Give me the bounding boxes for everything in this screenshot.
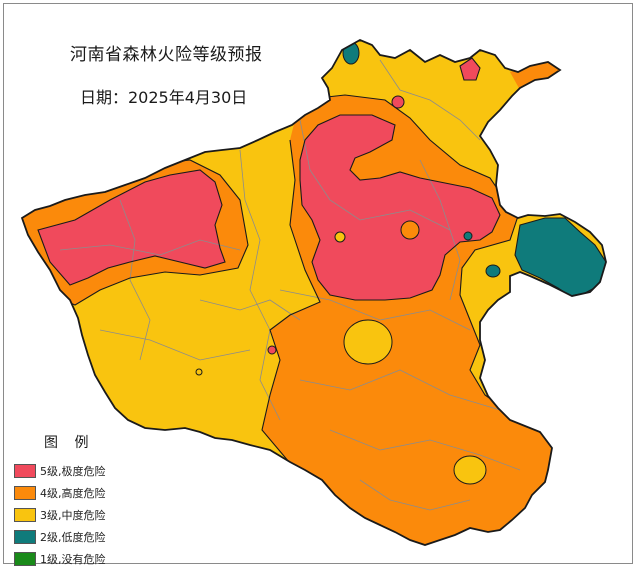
- level2-east-zone: [515, 218, 606, 296]
- legend-swatch-level3: [14, 508, 36, 522]
- legend-swatch-level1: [14, 552, 36, 566]
- legend: 图 例 5级,极度危险 4级,高度危险 3级,中度危险 2级,低度危险 1级,没…: [14, 432, 154, 571]
- legend-swatch-level2: [14, 530, 36, 544]
- legend-label: 2级,低度危险: [40, 531, 106, 544]
- legend-swatch-level4: [14, 486, 36, 500]
- forecast-date: 日期：2025年4月30日: [80, 88, 248, 107]
- level3-spot-b: [334, 231, 346, 243]
- level5-small-spot: [391, 95, 405, 109]
- map-title: 河南省森林火险等级预报: [70, 45, 263, 65]
- level5-west-zone: [38, 170, 225, 285]
- level3-spot-d: [267, 345, 277, 355]
- legend-title: 图 例: [44, 435, 95, 451]
- county-boundaries: [59, 59, 521, 511]
- level3-spot-e: [195, 368, 203, 376]
- level2-small-spot: [485, 264, 501, 278]
- legend-label: 1级,没有危险: [40, 553, 106, 566]
- legend-item-level5: 5级,极度危险: [14, 461, 154, 481]
- legend-item-level2: 2级,低度危险: [14, 527, 154, 547]
- legend-item-level3: 3级,中度危险: [14, 505, 154, 525]
- level3-island-south: [453, 455, 487, 485]
- legend-swatch-level5: [14, 464, 36, 478]
- legend-label: 4级,高度危险: [40, 487, 106, 500]
- legend-item-level4: 4级,高度危险: [14, 483, 154, 503]
- level4-spot-a: [400, 220, 420, 240]
- level3-island-center: [343, 319, 393, 365]
- level3-spot-c: [463, 231, 473, 241]
- legend-label: 5级,极度危险: [40, 465, 106, 478]
- legend-item-level1: 1级,没有危险: [14, 549, 154, 569]
- level5-north-spot: [460, 58, 480, 80]
- level5-central-zone: [300, 115, 500, 300]
- legend-label: 3级,中度危险: [40, 509, 106, 522]
- level4-north-spot: [510, 60, 565, 90]
